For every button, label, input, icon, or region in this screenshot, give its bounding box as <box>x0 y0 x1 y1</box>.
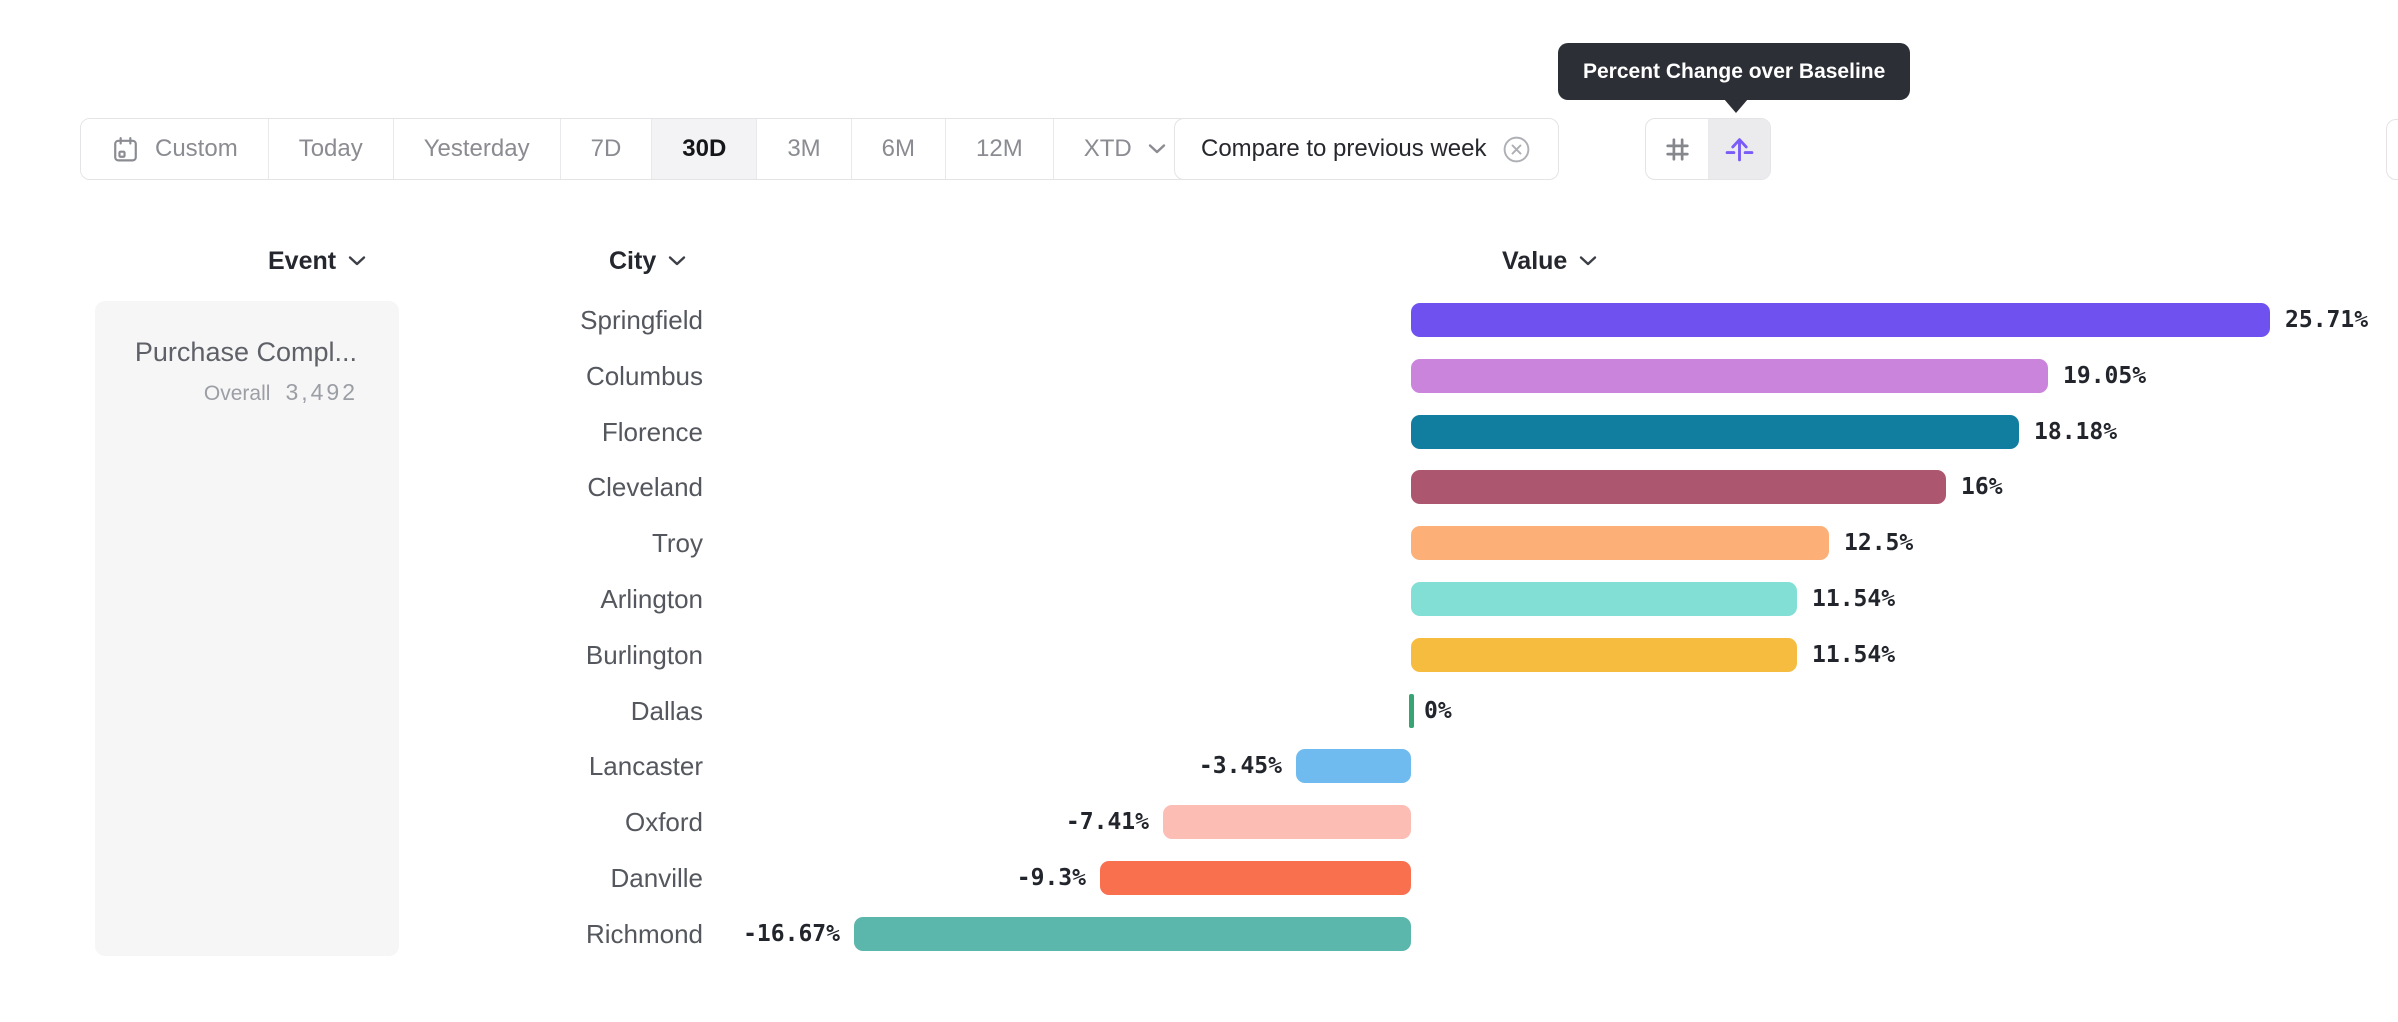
city-label-dallas: Dallas <box>630 696 703 726</box>
city-label-columbus: Columbus <box>585 361 703 391</box>
bar-arlington[interactable] <box>1411 582 1797 616</box>
arrow-up-baseline-icon <box>1725 137 1753 161</box>
bar-lancaster[interactable] <box>1296 749 1411 783</box>
date-range-3m[interactable]: 3M <box>757 119 852 179</box>
city-label-cleveland: Cleveland <box>587 472 703 502</box>
date-range-label: Custom <box>155 135 238 162</box>
chevron-down-icon <box>669 256 686 266</box>
city-label-florence: Florence <box>601 417 703 447</box>
date-range-label: 6M <box>881 135 915 162</box>
event-overall-value: 3,492 <box>285 379 358 405</box>
event-card[interactable]: Purchase Compl... Overall 3,492 <box>95 301 399 956</box>
date-range-custom[interactable]: Custom <box>81 119 269 179</box>
value-label-dallas: 0% <box>1424 698 1452 724</box>
bar-springfield[interactable] <box>1411 303 2270 337</box>
compare-chip-label: Compare to previous week <box>1201 135 1487 162</box>
date-range-30d[interactable]: 30D <box>652 119 758 179</box>
value-label-troy: 12.5% <box>1844 530 1914 556</box>
date-range-12m[interactable]: 12M <box>946 119 1054 179</box>
city-label-lancaster: Lancaster <box>588 751 703 781</box>
cutoff-button[interactable] <box>2386 119 2398 180</box>
event-overall-label: Overall <box>203 382 271 405</box>
column-header-value[interactable]: Value <box>1502 244 1598 278</box>
tooltip-caret-icon <box>1724 99 1748 113</box>
chevron-down-icon <box>1148 144 1165 154</box>
chevron-down-icon <box>1580 256 1597 266</box>
column-header-city-label: City <box>609 246 657 275</box>
chevron-down-icon <box>348 256 366 266</box>
tooltip-text: Percent Change over Baseline <box>1583 59 1886 83</box>
value-label-danville: -9.3% <box>1016 865 1086 891</box>
value-label-lancaster: -3.45% <box>1198 753 1282 779</box>
date-range-yesterday[interactable]: Yesterday <box>393 119 561 179</box>
date-range-label: XTD <box>1083 135 1132 162</box>
value-label-columbus: 19.05% <box>2063 363 2147 389</box>
city-label-troy: Troy <box>651 528 703 558</box>
value-display-toggle <box>1645 118 1771 180</box>
city-label-burlington: Burlington <box>585 640 703 670</box>
bar-oxford[interactable] <box>1163 805 1411 839</box>
city-label-danville: Danville <box>610 863 704 893</box>
date-range-picker: Custom Today Yesterday 7D 30D 3M 6M 12M XTD <box>80 118 1198 180</box>
value-label-arlington: 11.54% <box>1812 586 1896 612</box>
close-circle-icon[interactable] <box>1501 134 1532 165</box>
date-range-xtd[interactable]: XTD <box>1053 119 1197 179</box>
bar-dallas[interactable] <box>1409 694 1414 728</box>
date-range-label: Today <box>298 135 363 162</box>
value-label-richmond: -16.67% <box>743 921 840 947</box>
column-header-city[interactable]: City <box>609 244 687 278</box>
city-label-arlington: Arlington <box>600 584 703 614</box>
value-label-oxford: -7.41% <box>1065 809 1149 835</box>
hash-icon <box>1665 137 1689 161</box>
date-range-label: 30D <box>682 135 727 162</box>
date-range-label: 7D <box>590 135 622 162</box>
percent-change-over-baseline-button[interactable] <box>1708 119 1770 179</box>
city-label-springfield: Springfield <box>580 305 703 335</box>
value-label-burlington: 11.54% <box>1812 642 1896 668</box>
bar-richmond[interactable] <box>854 917 1411 951</box>
bar-troy[interactable] <box>1411 526 1829 560</box>
bar-florence[interactable] <box>1411 415 2019 449</box>
date-range-today[interactable]: Today <box>268 119 394 179</box>
calendar-icon <box>114 136 137 161</box>
compare-chip[interactable]: Compare to previous week <box>1174 118 1560 180</box>
bar-cleveland[interactable] <box>1411 470 1946 504</box>
absolute-numbers-button[interactable] <box>1646 119 1708 179</box>
value-label-florence: 18.18% <box>2034 419 2118 445</box>
value-label-springfield: 25.71% <box>2285 307 2369 333</box>
date-range-label: Yesterday <box>423 135 530 162</box>
bar-danville[interactable] <box>1100 861 1411 895</box>
date-range-label: 3M <box>787 135 821 162</box>
bar-columbus[interactable] <box>1411 359 2048 393</box>
city-label-richmond: Richmond <box>585 919 703 949</box>
column-header-value-label: Value <box>1502 246 1568 275</box>
date-range-7d[interactable]: 7D <box>560 119 653 179</box>
date-range-6m[interactable]: 6M <box>851 119 946 179</box>
column-header-event[interactable]: Event <box>268 244 367 278</box>
column-header-event-label: Event <box>268 246 337 275</box>
city-label-oxford: Oxford <box>624 807 703 837</box>
value-label-cleveland: 16% <box>1961 474 2003 500</box>
tooltip: Percent Change over Baseline <box>1558 43 1911 113</box>
bar-burlington[interactable] <box>1411 638 1797 672</box>
event-name: Purchase Compl... <box>134 337 357 367</box>
date-range-label: 12M <box>976 135 1023 162</box>
event-overall: Overall 3,492 <box>204 379 358 406</box>
